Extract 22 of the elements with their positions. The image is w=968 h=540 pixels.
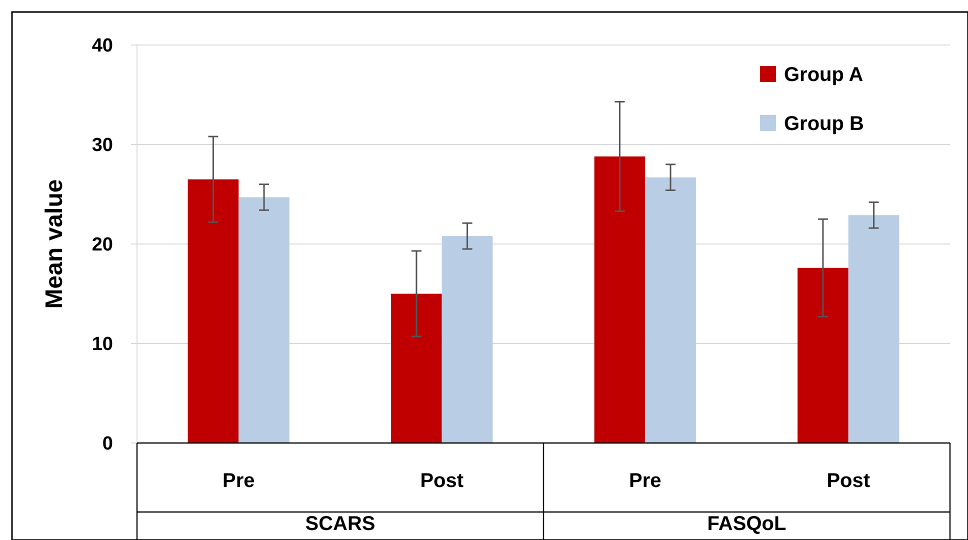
y-tick-label: 10 bbox=[92, 334, 113, 356]
x-tick-label: Post bbox=[420, 470, 464, 492]
legend-label: Group B bbox=[784, 113, 864, 135]
x-tick-label: Pre bbox=[629, 470, 662, 492]
x-tick-label: Post bbox=[826, 470, 870, 492]
bar bbox=[238, 197, 290, 443]
text: SCARS bbox=[305, 513, 376, 535]
text: FASQoL bbox=[707, 513, 786, 535]
bar bbox=[188, 179, 239, 443]
y-tick-label: 40 bbox=[92, 36, 113, 57]
x-tick-label: Pre bbox=[222, 470, 255, 492]
y-tick-label: 20 bbox=[92, 234, 113, 256]
bar bbox=[645, 177, 696, 443]
bar bbox=[391, 294, 442, 443]
y-tick-label: 30 bbox=[92, 135, 113, 156]
y-axis-title: Mean value bbox=[41, 179, 68, 309]
bar bbox=[442, 236, 493, 443]
bar bbox=[594, 156, 646, 443]
y-tick-label: 0 bbox=[102, 434, 113, 455]
bar bbox=[848, 215, 900, 443]
legend-label: Group A bbox=[784, 64, 864, 86]
bar bbox=[798, 268, 848, 443]
